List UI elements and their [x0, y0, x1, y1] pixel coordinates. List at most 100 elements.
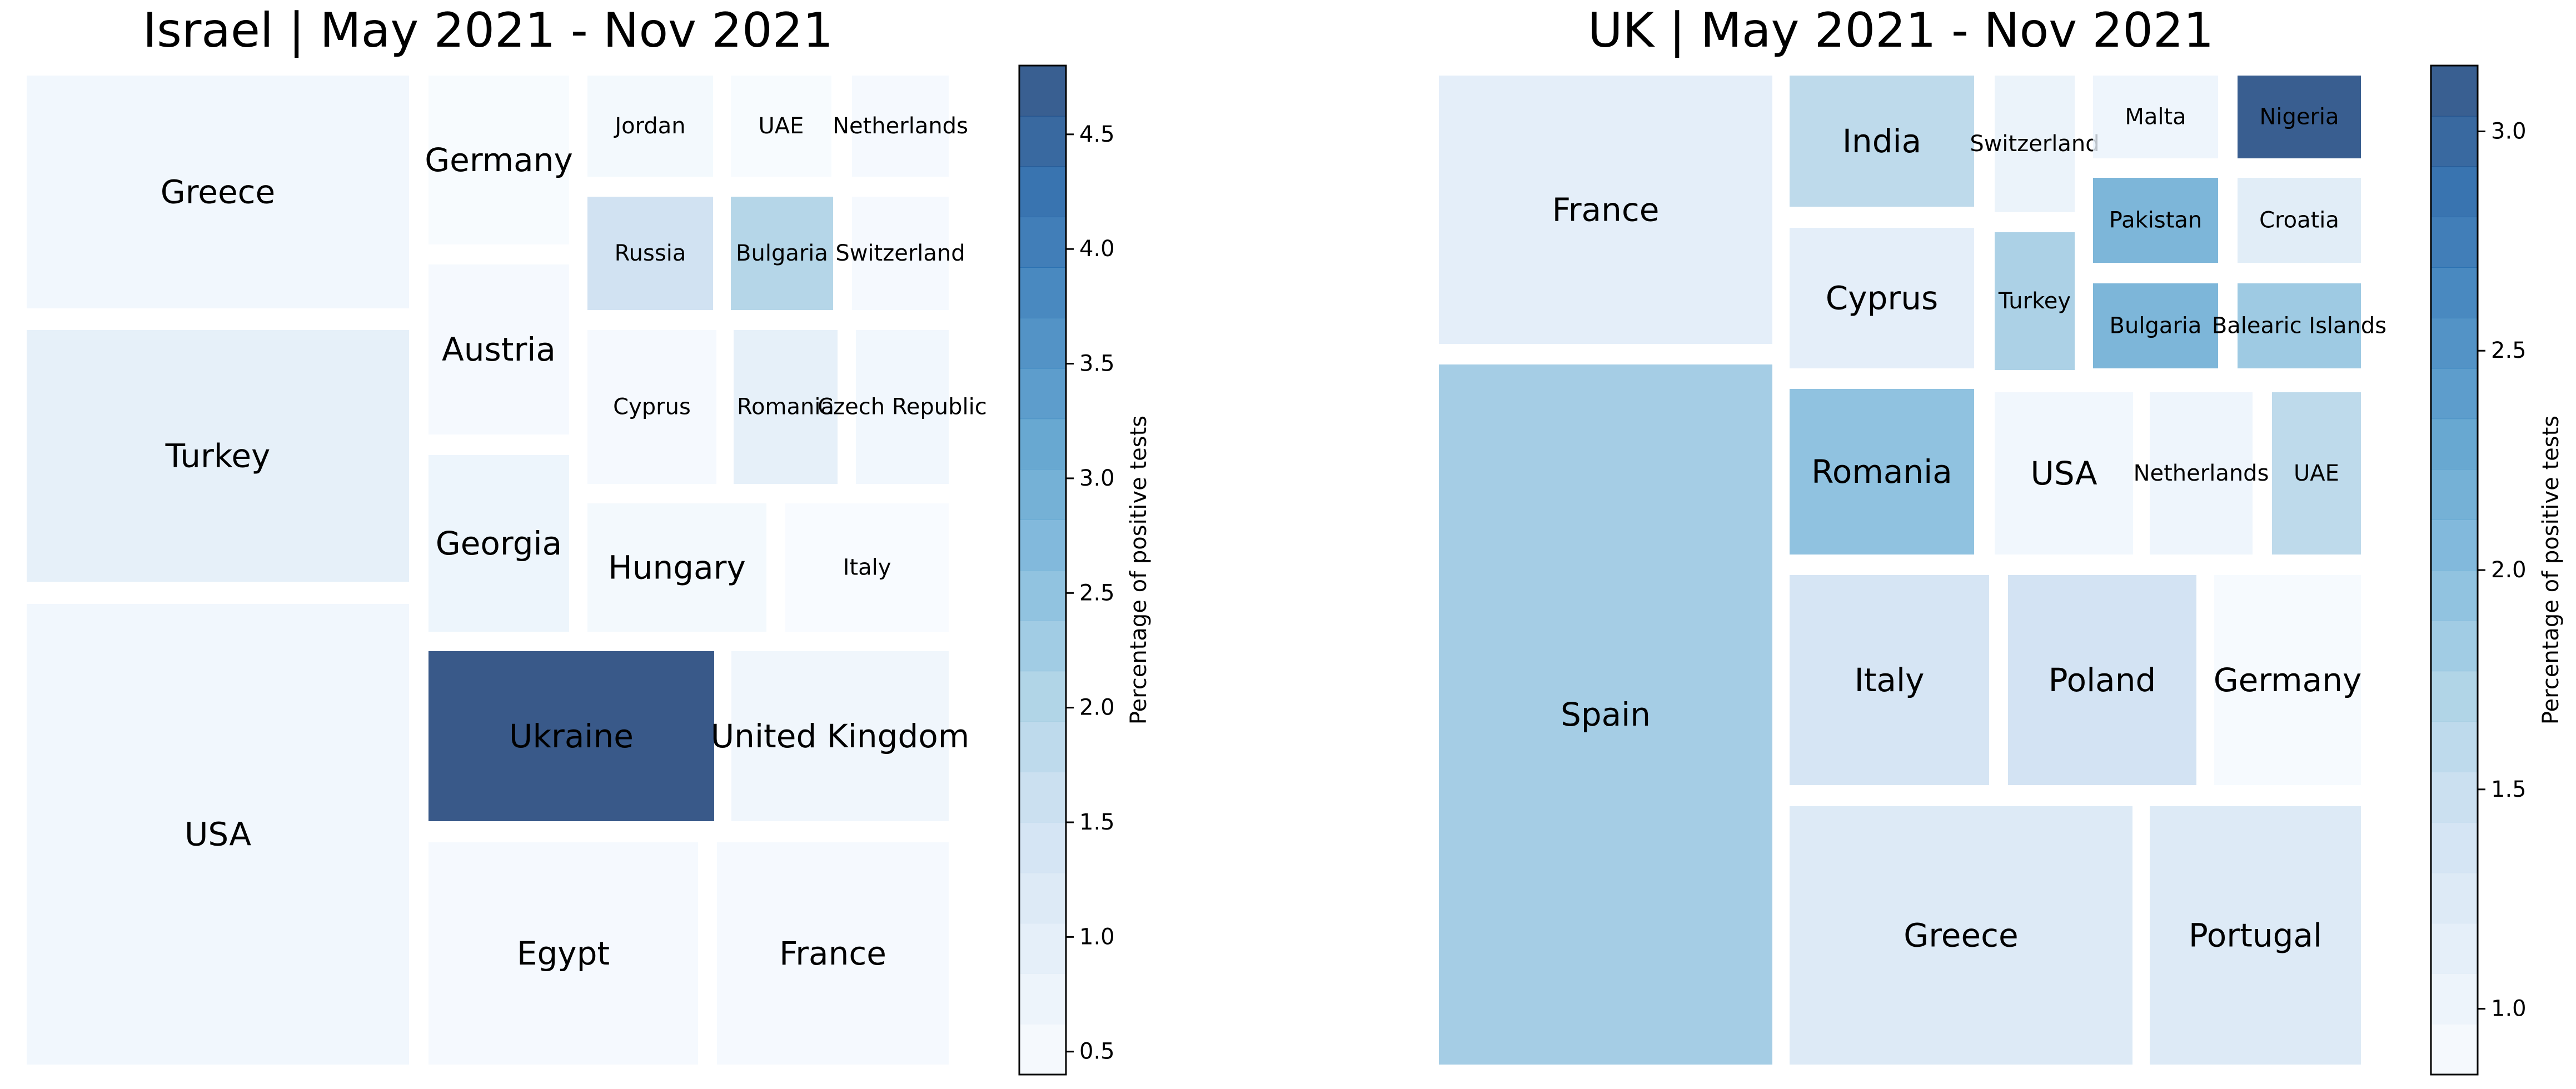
uk-cell-bulgaria: Bulgaria [2093, 283, 2218, 368]
israel-cell-label-ukraine: Ukraine [509, 717, 634, 755]
uk-treemap-panel: UK | May 2021 - Nov 2021 France Spain Indi… [1439, 3, 2564, 1076]
uk-colorbar-tick-label: 1.0 [2491, 996, 2527, 1022]
uk-colorbar-segment [2431, 772, 2478, 823]
israel-cell-label-bulgaria: Bulgaria [736, 241, 828, 266]
israel-colorbar-segment [1019, 418, 1066, 469]
israel-cell-greece: Greece [27, 76, 409, 308]
uk-colorbar-tick-label: 2.5 [2491, 338, 2527, 363]
uk-cell-label-india: India [1842, 122, 1921, 160]
uk-cell-label-switzerland: Switzerland [1970, 131, 2099, 157]
israel-colorbar-frame [1018, 64, 1067, 1076]
uk-colorbar-segment [2431, 368, 2478, 419]
israel-colorbar-segment [1019, 368, 1066, 419]
uk-cell-pakistan: Pakistan [2093, 178, 2218, 263]
israel-cell-label-russia: Russia [615, 241, 686, 266]
israel-cell-rect-greece [27, 76, 409, 308]
uk-colorbar-segment [2431, 570, 2478, 621]
uk-cell-rect-greece [1790, 806, 2132, 1065]
israel-colorbar-segment [1019, 519, 1066, 571]
israel-cell-georgia: Georgia [428, 455, 569, 632]
uk-cell-label-cyprus: Cyprus [1826, 279, 1938, 317]
uk-cell-india: India [1790, 76, 1974, 207]
israel-colorbar-segment [1019, 721, 1066, 772]
uk-colorbar-tick-label: 2.0 [2491, 557, 2527, 583]
uk-treemap-cells: France Spain India Switzerland Malta Nigeria C… [1439, 76, 2386, 1065]
uk-cell-balearic-islands: Balearic Islands [2212, 283, 2386, 368]
israel-colorbar-segment [1019, 66, 1066, 117]
israel-cell-rect-france [717, 842, 949, 1065]
uk-colorbar-segment [2431, 620, 2478, 672]
uk-cell-label-poland: Poland [2049, 661, 2156, 699]
israel-cell-germany: Germany [425, 76, 573, 244]
uk-cell-label-uae: UAE [2294, 461, 2339, 486]
israel-cell-rect-egypt [428, 842, 698, 1065]
uk-cell-rect-romania [1790, 389, 1974, 555]
israel-cell-label-cyprus: Cyprus [613, 394, 691, 420]
israel-cell-rect-united-kingdom [731, 651, 949, 821]
uk-colorbar-segment [2431, 418, 2478, 469]
uk-cell-netherlands: Netherlands [2134, 392, 2269, 555]
israel-colorbar-segment [1019, 772, 1066, 823]
uk-cell-greece: Greece [1790, 806, 2132, 1065]
uk-cell-rect-india [1790, 76, 1974, 207]
israel-colorbar-segment [1019, 1024, 1066, 1075]
uk-colorbar-segment [2431, 116, 2478, 167]
israel-colorbar-segment [1019, 923, 1066, 974]
uk-cell-poland: Poland [2008, 575, 2196, 785]
uk-cell-rect-balearic-islands [2238, 283, 2361, 368]
israel-cell-label-czech-republic: Czech Republic [818, 394, 987, 420]
israel-colorbar-segment [1019, 318, 1066, 369]
israel-colorbar: 0.5 1.0 1.5 2.0 2.5 3.0 3.5 4.0 4.5 [1018, 64, 1115, 1076]
israel-cell-label-turkey: Turkey [165, 437, 271, 475]
uk-colorbar-segment [2431, 519, 2478, 571]
uk-cell-label-croatia: Croatia [2259, 208, 2339, 233]
uk-cell-rect-cyprus [1790, 228, 1974, 368]
israel-colorbar-segment [1019, 166, 1066, 217]
uk-cell-spain: Spain [1439, 364, 1772, 1065]
uk-cell-label-turkey: Turkey [1998, 288, 2071, 314]
israel-cell-label-hungary: Hungary [608, 549, 746, 587]
israel-cell-netherlands: Netherlands [833, 76, 968, 177]
israel-cell-turkey: Turkey [27, 330, 409, 582]
uk-cell-germany: Germany [2214, 575, 2361, 785]
israel-colorbar-tick-label: 0.5 [1079, 1039, 1115, 1065]
israel-colorbar-segment [1019, 822, 1066, 873]
israel-cell-switzerland: Switzerland [835, 197, 965, 310]
uk-cell-rect-france [1439, 76, 1772, 344]
israel-colorbar-segment [1019, 570, 1066, 621]
israel-cell-usa: USA [27, 604, 409, 1065]
israel-cell-label-netherlands: Netherlands [833, 113, 968, 139]
israel-colorbar-segment [1019, 267, 1066, 318]
israel-cell-cyprus: Cyprus [587, 330, 716, 484]
israel-colorbar-tick-label: 3.0 [1079, 466, 1115, 491]
uk-cell-malta: Malta [2093, 76, 2218, 158]
israel-cell-rect-czech-republic [856, 330, 949, 484]
israel-cell-romania: Romania [734, 330, 838, 484]
israel-cell-rect-russia [587, 197, 713, 310]
uk-cell-rect-portugal [2150, 806, 2361, 1065]
uk-colorbar-tick-label: 3.0 [2491, 118, 2527, 144]
israel-cell-rect-jordan [587, 76, 713, 177]
uk-cell-rect-bulgaria [2093, 283, 2218, 368]
uk-cell-rect-spain [1439, 364, 1772, 1065]
uk-colorbar-segment [2431, 469, 2478, 520]
uk-cell-uae: UAE [2272, 392, 2361, 555]
israel-cell-bulgaria: Bulgaria [731, 197, 833, 310]
israel-cell-rect-georgia [428, 455, 569, 632]
israel-colorbar-tick-label: 4.0 [1079, 236, 1115, 262]
uk-cell-label-netherlands: Netherlands [2134, 461, 2269, 486]
uk-cell-rect-usa [1995, 392, 2133, 555]
israel-colorbar-tick-label: 2.5 [1079, 580, 1115, 606]
israel-cell-label-georgia: Georgia [436, 524, 562, 562]
uk-cell-label-greece: Greece [1904, 917, 2018, 955]
uk-cell-rect-germany [2214, 575, 2361, 785]
israel-colorbar-label: Percentage of positive tests [1126, 416, 1152, 725]
israel-cell-label-romania: Romania [737, 394, 834, 420]
israel-colorbar-tick-label: 4.5 [1079, 122, 1115, 147]
uk-colorbar-segment [2431, 923, 2478, 974]
uk-cell-label-nigeria: Nigeria [2259, 104, 2339, 130]
israel-colorbar-tick-label: 3.5 [1079, 351, 1115, 377]
uk-colorbar-segment [2431, 973, 2478, 1025]
israel-cell-rect-netherlands [852, 76, 949, 177]
israel-cell-austria: Austria [428, 264, 569, 434]
